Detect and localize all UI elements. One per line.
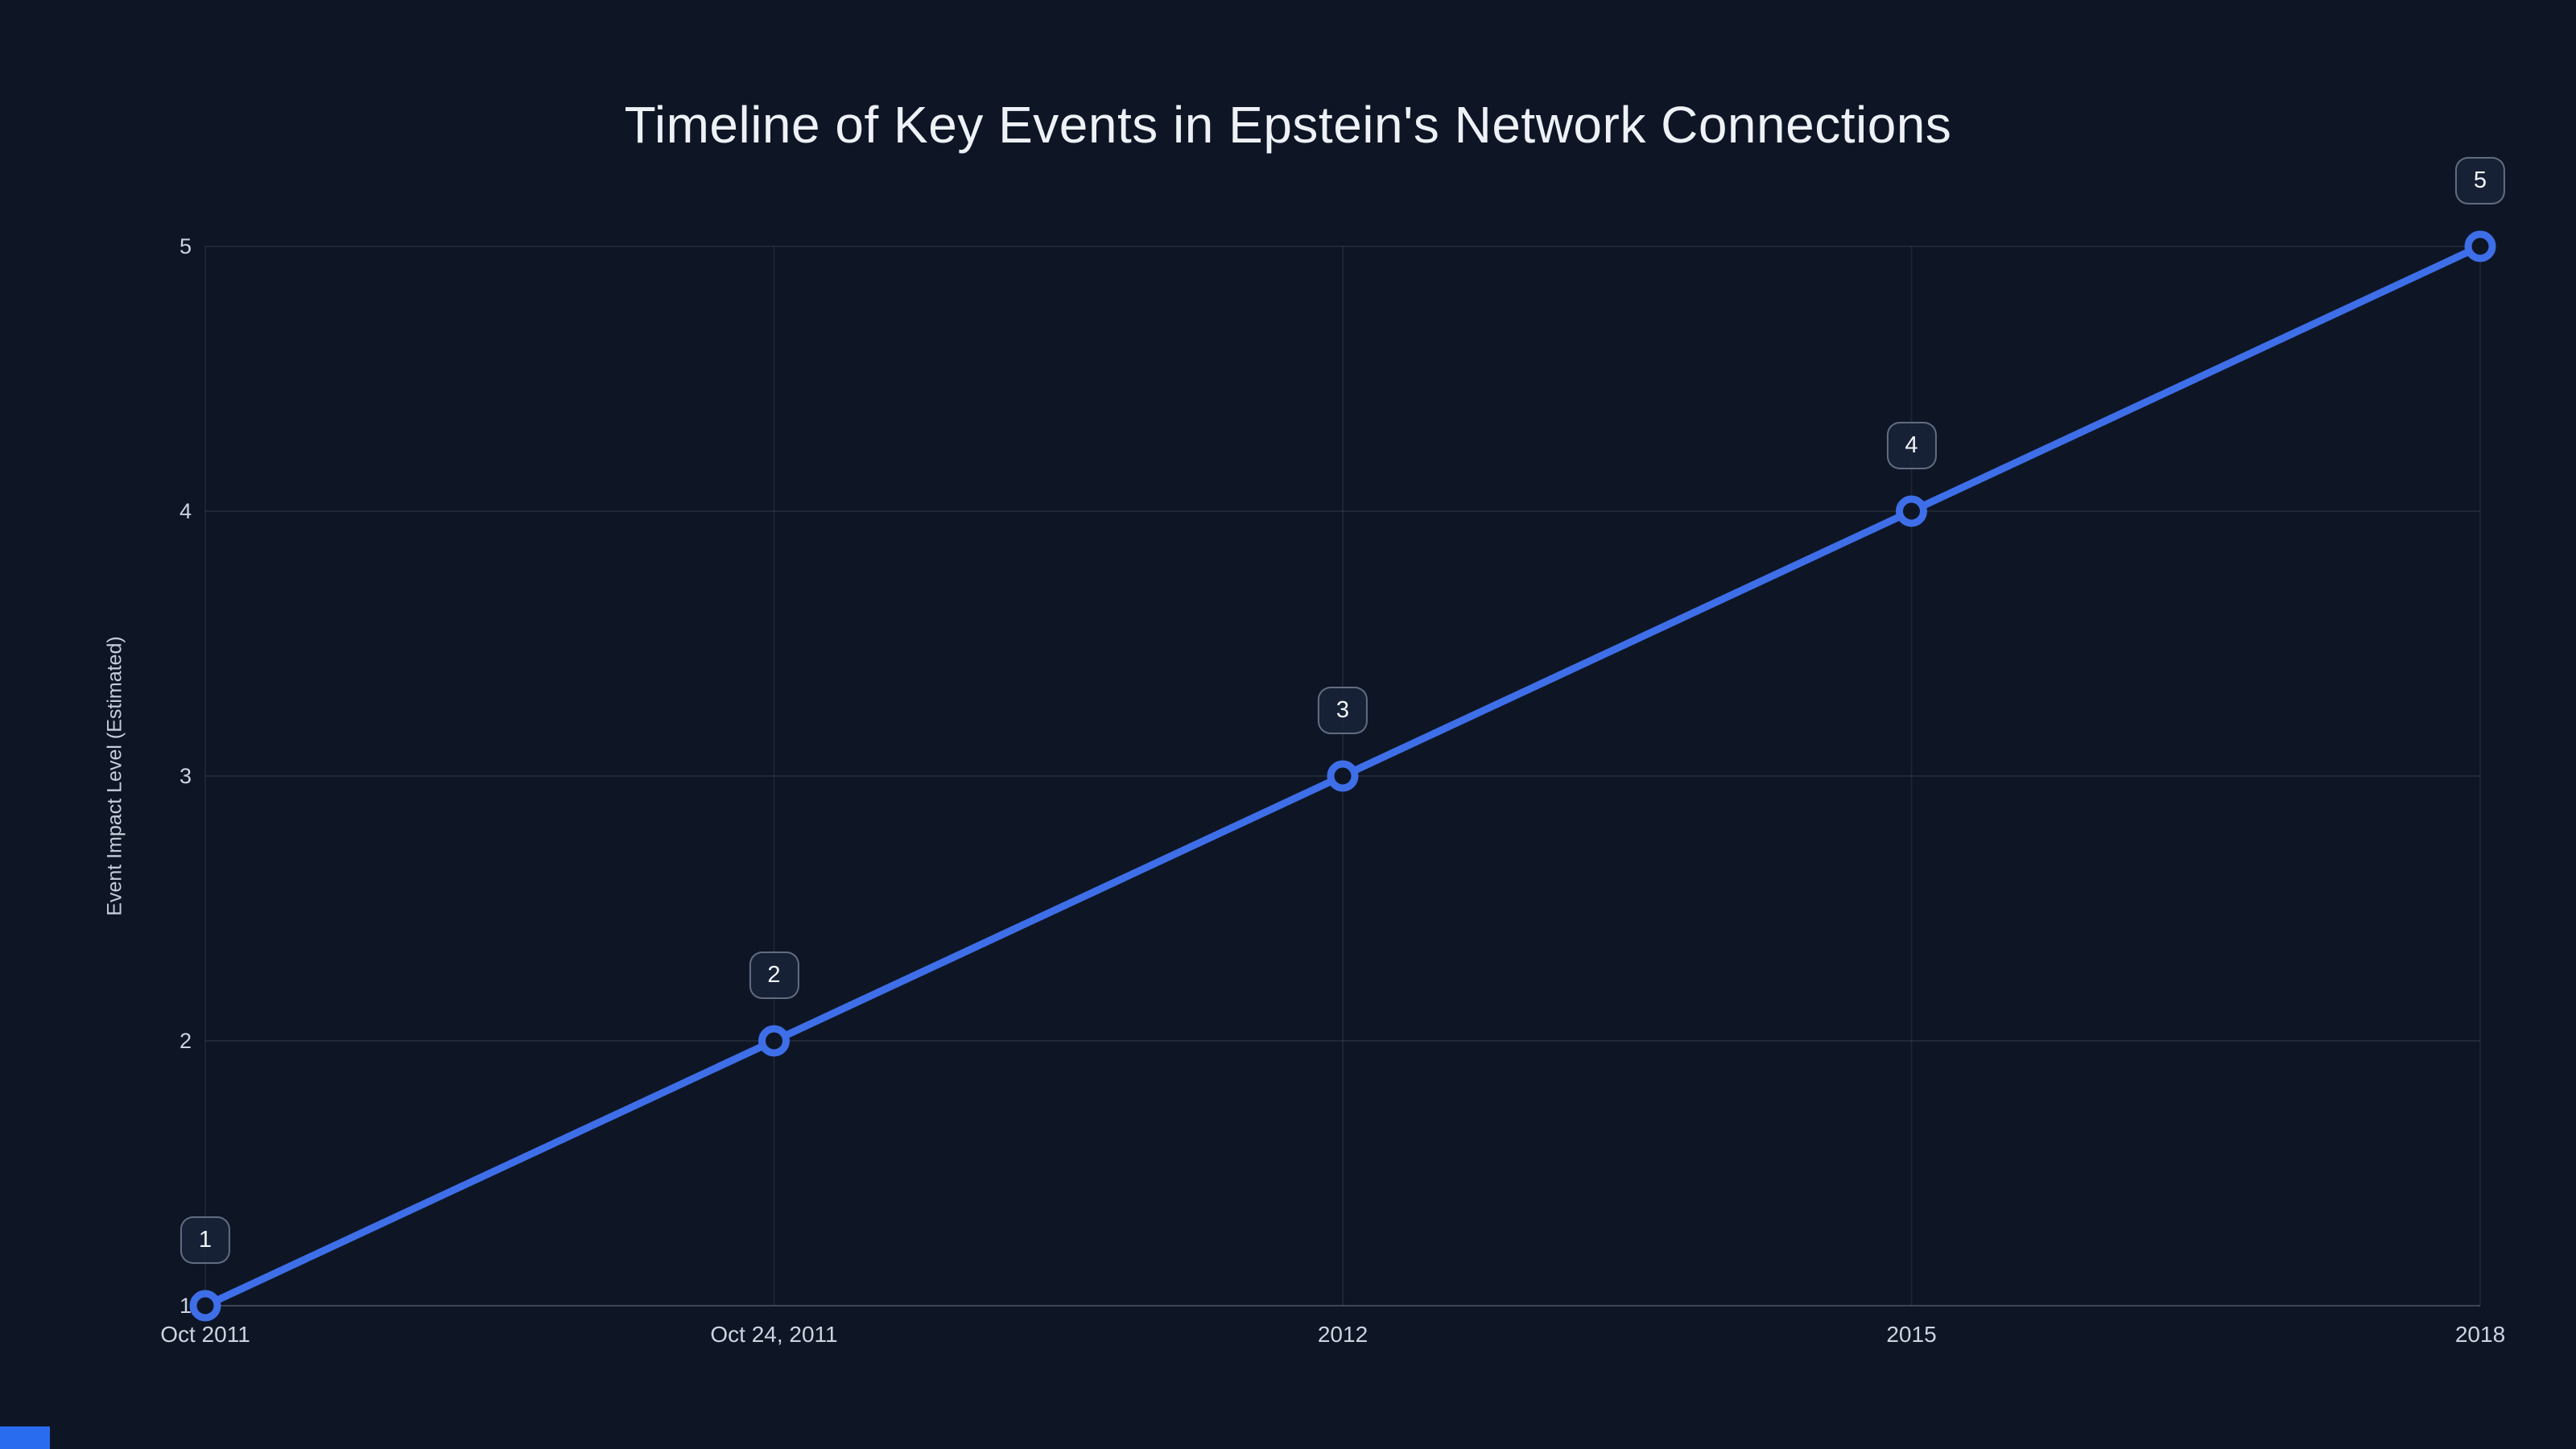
point-label-badge: 5 — [2454, 157, 2506, 204]
y-tick-label: 5 — [179, 234, 192, 258]
point-label-badge: 4 — [1886, 422, 1937, 469]
point-label-badge: 2 — [749, 952, 799, 999]
data-point-marker[interactable] — [1896, 495, 1927, 527]
data-point-marker[interactable] — [2464, 230, 2496, 262]
y-tick-label: 2 — [179, 1029, 192, 1053]
point-label-badge: 3 — [1317, 687, 1368, 734]
bottom-left-blue-artifact — [0, 1426, 50, 1449]
y-tick-label: 1 — [179, 1294, 192, 1318]
chart-title: Timeline of Key Events in Epstein's Netw… — [624, 96, 1952, 154]
x-tick-label: 2018 — [2454, 1322, 2506, 1347]
x-tick-label: 2015 — [1886, 1322, 1937, 1347]
x-tick-label: Oct 24, 2011 — [710, 1322, 838, 1347]
data-point-marker[interactable] — [189, 1290, 221, 1322]
data-point-marker[interactable] — [758, 1025, 790, 1057]
x-tick-label: 2012 — [1317, 1322, 1368, 1347]
data-point-marker[interactable] — [1327, 760, 1359, 792]
x-tick-label: Oct 2011 — [160, 1322, 250, 1347]
y-tick-label: 3 — [179, 764, 192, 788]
point-label-badge: 1 — [180, 1216, 231, 1264]
y-tick-label: 4 — [179, 499, 192, 523]
